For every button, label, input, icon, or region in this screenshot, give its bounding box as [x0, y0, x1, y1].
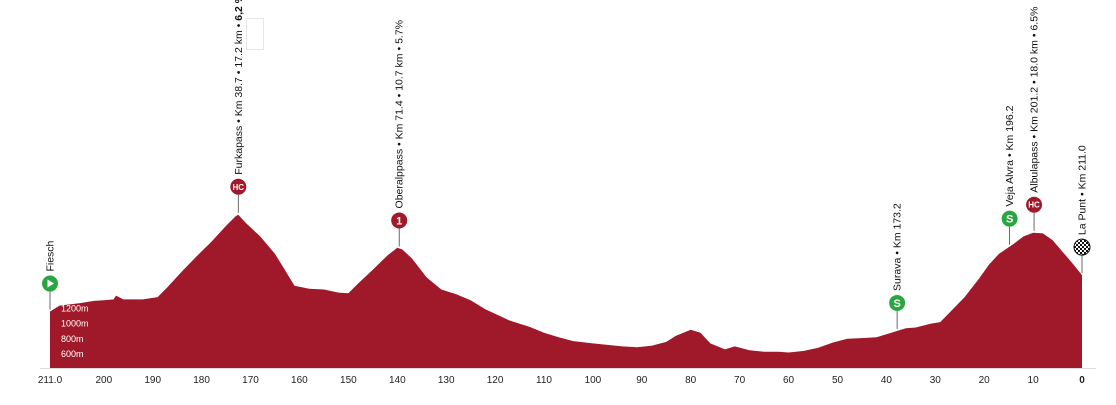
climb-marker: HC Furkapass • Km 38.7 • 17.2 km • 6,2 %: [230, 0, 247, 213]
y-tick-label: 600m: [61, 349, 84, 359]
y-tick-label: 1000m: [61, 319, 89, 329]
climb-marker: Fiesch: [42, 240, 58, 310]
x-tick-label: 90: [636, 375, 648, 386]
x-tick-label: 20: [979, 375, 991, 386]
badge-label: HC: [1028, 201, 1040, 210]
x-tick-label: 200: [95, 375, 112, 386]
y-tick-label: 2400m: [61, 213, 89, 223]
climb-label-text: Furkapass • Km 38.7 • 17.2 km •: [233, 21, 245, 175]
x-tick-label: 0: [1079, 375, 1085, 386]
y-tick-label: 1400m: [61, 288, 89, 298]
climb-label-text: Surava • Km 173.2: [892, 203, 904, 291]
x-tick-label: 50: [832, 375, 844, 386]
climb-label-text: Fiesch: [45, 240, 57, 271]
climb-label: Oberalppass • Km 71.4 • 10.7 km • 5.7%: [394, 20, 406, 208]
climb-label-text: Veja Alvra • Km 196.2: [1004, 105, 1016, 206]
x-tick-label: 70: [734, 375, 746, 386]
y-axis-labels: 600m 800m 1000m 1200m 1400m 1600m 1800m 2000m 22…: [61, 167, 89, 359]
climb-marker: La Punt • Km 211.0: [1073, 145, 1091, 274]
x-tick-label: 190: [144, 375, 161, 386]
badge-label: S: [893, 298, 900, 310]
y-tick-label: 2800m: [61, 182, 89, 192]
x-tick-label: 150: [340, 375, 357, 386]
x-axis: 211.0 200 190 180 170 160 150 140 130 120 110 100 90…: [38, 368, 1096, 386]
x-tick-label: 160: [291, 375, 308, 386]
climb-label: Furkapass • Km 38.7 • 17.2 km • 6,2 %: [233, 0, 245, 175]
climb-label: La Punt • Km 211.0: [1077, 145, 1089, 235]
play-triangle-icon: [47, 279, 54, 288]
climb-marker: S Surava • Km 173.2: [889, 203, 906, 329]
elevation-fill: [50, 214, 1082, 368]
badge-label: S: [1006, 214, 1013, 226]
climb-label: Surava • Km 173.2: [892, 203, 904, 291]
climb-marker: 1 Oberalppass • Km 71.4 • 10.7 km • 5.7%: [391, 20, 408, 247]
climb-label-text: La Punt • Km 211.0: [1077, 145, 1089, 235]
y-tick-label: 1600m: [61, 273, 89, 283]
y-tick-label: 1800m: [61, 258, 89, 268]
climb-marker: HC Albulapass • Km 201.2 • 18.0 km • 6.5%: [1026, 7, 1043, 231]
x-tick-label: 40: [881, 375, 893, 386]
climb-label: Albulapass • Km 201.2 • 18.0 km • 6.5%: [1029, 7, 1041, 193]
y-tick-label: 3000m: [61, 167, 89, 177]
category-badge: [230, 178, 247, 195]
badge-label: HC: [233, 183, 245, 192]
y-tick-label: 1200m: [61, 304, 89, 314]
climb-label-text: Oberalppass • Km 71.4 • 10.7 km • 5.7%: [394, 20, 406, 208]
x-tick-label: 140: [389, 375, 406, 386]
x-tick-label: 100: [585, 375, 602, 386]
category-badge: [1026, 196, 1043, 213]
x-tick-label: 110: [536, 375, 552, 386]
elevation-area: [50, 214, 1082, 368]
y-tick-label: 2200m: [61, 228, 89, 238]
y-tick-label: 800m: [61, 334, 84, 344]
climb-label-extra: 6,2 %: [233, 0, 245, 21]
climb-label: Fiesch: [45, 240, 57, 271]
legend-box: [246, 18, 264, 50]
x-tick-label: 130: [438, 375, 455, 386]
x-tick-label: 30: [930, 375, 942, 386]
sprint-icon: [889, 294, 906, 311]
finish-flag-icon: [1073, 238, 1091, 256]
x-tick-label: 120: [487, 375, 504, 386]
climb-markers: Fiesch HC Furkapass • Km 38.7 • 17.2 km • …: [42, 0, 1091, 329]
x-tick-label: 10: [1028, 375, 1040, 386]
x-tick-label: 211.0: [38, 375, 63, 386]
x-tick-label: 180: [193, 375, 210, 386]
sprint-icon: [1001, 210, 1018, 227]
x-tick-label: 60: [783, 375, 795, 386]
x-tick-label: 170: [242, 375, 259, 386]
climb-label: Veja Alvra • Km 196.2: [1004, 105, 1016, 206]
climb-label-text: Albulapass • Km 201.2 • 18.0 km • 6.5%: [1029, 7, 1041, 193]
x-tick-label: 80: [685, 375, 697, 386]
y-tick-label: 2000m: [61, 243, 89, 253]
category-badge: [391, 212, 408, 229]
badge-label: 1: [396, 215, 402, 227]
y-tick-label: 2600m: [61, 197, 89, 207]
climb-marker: S Veja Alvra • Km 196.2: [1001, 105, 1018, 245]
